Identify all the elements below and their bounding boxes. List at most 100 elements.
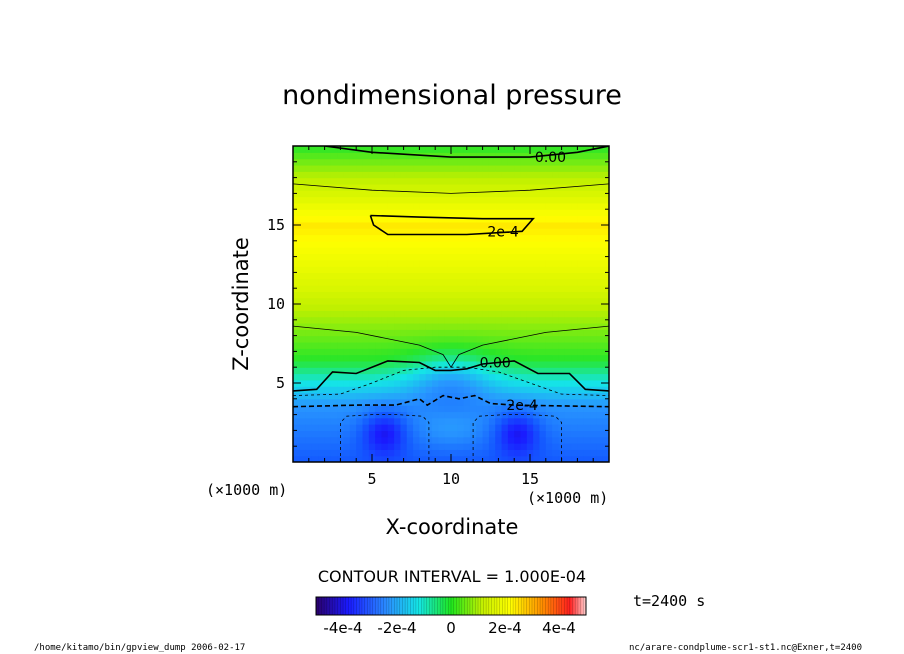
field-cell — [387, 158, 395, 166]
field-cell — [299, 278, 307, 286]
field-cell — [526, 272, 534, 280]
field-cell — [400, 405, 408, 413]
field-cell — [305, 171, 313, 179]
field-cell — [425, 348, 433, 356]
field-cell — [305, 228, 313, 236]
field-cell — [571, 430, 578, 438]
field-cell — [375, 392, 383, 400]
field-cell — [476, 367, 484, 375]
field-cell — [590, 221, 597, 229]
field-cell — [577, 405, 585, 413]
field-cell — [457, 291, 465, 299]
field-cell — [330, 291, 338, 299]
field-cell — [520, 202, 528, 210]
field-cell — [425, 196, 433, 204]
field-cell — [413, 304, 420, 311]
field-cell — [419, 272, 427, 280]
field-cell — [482, 424, 490, 431]
field-cell — [343, 392, 351, 400]
field-cell — [488, 247, 496, 255]
field-cell — [394, 215, 402, 223]
field-cell — [552, 183, 560, 191]
field-cell — [375, 285, 383, 292]
field-cell — [558, 196, 566, 204]
field-cell — [324, 183, 332, 191]
field-cell — [463, 329, 471, 337]
field-cell — [476, 373, 484, 381]
field-cell — [311, 316, 319, 324]
field-cell — [413, 354, 420, 362]
field-cell — [368, 228, 376, 236]
field-cell — [349, 398, 357, 406]
field-cell — [444, 443, 452, 450]
field-cell — [330, 335, 338, 343]
field-cell — [368, 234, 376, 242]
contour-line-neg1e-4 — [293, 366, 609, 396]
field-cell — [539, 316, 547, 324]
field-cell — [507, 455, 515, 462]
field-cell — [545, 221, 553, 229]
field-cell — [469, 411, 477, 419]
field-cell — [438, 322, 446, 330]
field-cell — [311, 259, 319, 267]
field-cell — [469, 164, 477, 172]
field-cell — [526, 430, 534, 438]
field-cell — [419, 171, 427, 179]
field-cell — [387, 171, 395, 179]
field-cell — [501, 291, 509, 299]
field-cell — [463, 272, 471, 280]
field-cell — [318, 209, 326, 217]
field-cell — [400, 417, 408, 425]
field-cell — [444, 247, 452, 255]
field-cell — [387, 316, 395, 324]
field-cell — [545, 278, 553, 286]
field-cell — [476, 152, 484, 160]
field-cell — [343, 322, 351, 330]
field-cell — [311, 373, 319, 381]
field-cell — [305, 183, 313, 191]
field-cell — [596, 405, 604, 413]
field-cell — [400, 259, 408, 267]
field-cell — [596, 322, 604, 330]
field-cell — [488, 430, 496, 438]
field-cell — [552, 360, 560, 368]
field-cell — [324, 215, 332, 223]
field-cell — [444, 297, 452, 305]
field-cell — [507, 354, 515, 362]
field-cell — [349, 430, 357, 438]
field-cell — [400, 278, 408, 286]
field-cell — [425, 360, 433, 368]
field-cell — [432, 177, 439, 185]
field-cell — [596, 177, 604, 185]
field-cell — [311, 348, 319, 356]
field-cell — [451, 449, 458, 457]
field-cell — [596, 234, 604, 242]
field-cell — [406, 436, 414, 444]
field-cell — [343, 373, 351, 381]
field-cell — [324, 221, 332, 229]
field-cell — [596, 164, 604, 172]
field-cell — [381, 405, 389, 413]
field-cell — [545, 234, 553, 242]
field-cell — [482, 443, 490, 450]
field-cell — [552, 234, 560, 242]
field-cell — [293, 341, 300, 349]
field-cell — [330, 443, 338, 450]
field-cell — [444, 152, 452, 160]
field-cell — [406, 234, 414, 242]
field-cell — [545, 316, 553, 324]
contour-label-0: 0.00 — [535, 150, 566, 166]
field-cell — [381, 455, 389, 462]
field-cell — [602, 417, 609, 425]
field-cell — [324, 329, 332, 337]
field-cell — [362, 234, 370, 242]
field-cell — [381, 171, 389, 179]
field-cell — [419, 424, 427, 431]
field-cell — [526, 354, 534, 362]
field-cell — [299, 202, 307, 210]
field-cell — [590, 329, 597, 337]
field-cell — [432, 285, 439, 292]
field-cell — [438, 228, 446, 236]
field-cell — [552, 152, 560, 160]
